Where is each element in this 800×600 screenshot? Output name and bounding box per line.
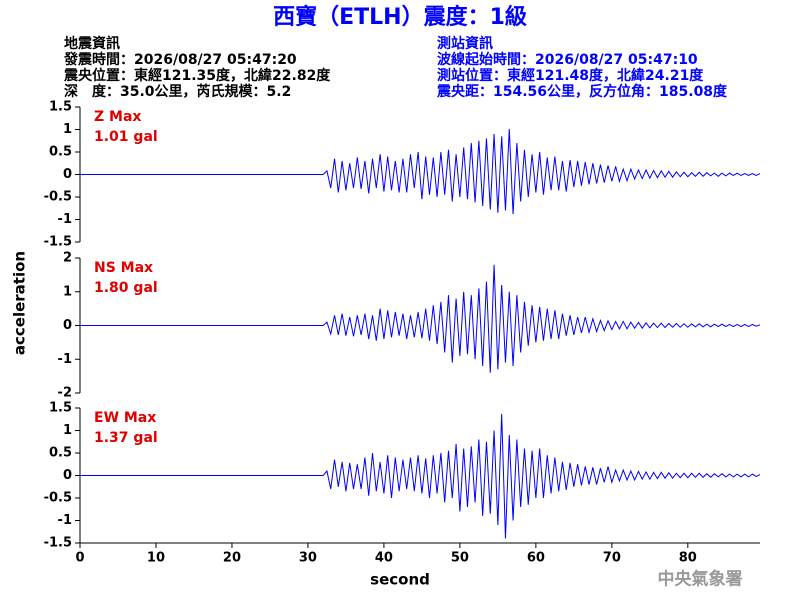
waveform xyxy=(80,264,761,373)
x-tick-label: 0 xyxy=(75,551,84,566)
x-tick-label: 70 xyxy=(603,551,621,566)
y-tick-label: 1 xyxy=(63,122,72,137)
event-info: 深 度：35.0公里，芮氏規模：5.2 xyxy=(64,83,291,100)
y-tick-label: 0.5 xyxy=(49,145,72,160)
max-label: Z Max xyxy=(94,109,141,125)
max-label: NS Max xyxy=(94,260,153,276)
waveform xyxy=(80,129,761,215)
station-info: 測站資訊 xyxy=(437,35,493,52)
station-info: 波線起始時間：2026/08/27 05:47:10 xyxy=(437,51,698,68)
y-tick-label: -1 xyxy=(58,352,72,367)
x-tick-label: 80 xyxy=(679,551,697,566)
event-info: 地震資訊 xyxy=(64,35,120,52)
y-tick-label: 1.5 xyxy=(49,100,72,115)
x-tick-label: 50 xyxy=(451,551,469,566)
chart-title: 西寶（ETLH）震度：1級 xyxy=(273,4,527,30)
max-label: EW Max xyxy=(94,410,156,426)
event-info: 發震時間：2026/08/27 05:47:20 xyxy=(63,51,297,68)
station-info: 震央距：154.56公里，反方位角：185.08度 xyxy=(436,83,728,100)
max-value: 1.37 gal xyxy=(94,430,158,446)
y-tick-label: 1.5 xyxy=(49,401,72,416)
y-tick-label: 2 xyxy=(63,251,72,266)
y-tick-label: -1 xyxy=(58,513,72,528)
y-tick-label: -0.5 xyxy=(44,491,72,506)
y-axis-label: acceleration xyxy=(11,251,29,355)
y-tick-label: 0 xyxy=(63,468,72,483)
x-tick-label: 40 xyxy=(375,551,393,566)
x-tick-label: 60 xyxy=(527,551,545,566)
max-value: 1.80 gal xyxy=(94,280,158,296)
y-tick-label: -0.5 xyxy=(44,190,72,205)
station-info: 測站位置：東經121.48度，北緯24.21度 xyxy=(437,67,704,84)
y-tick-label: 0 xyxy=(63,167,72,182)
y-tick-label: -2 xyxy=(58,386,72,401)
y-tick-label: 1 xyxy=(63,423,72,438)
x-tick-label: 20 xyxy=(223,551,241,566)
waveform xyxy=(80,413,761,539)
y-tick-label: 0 xyxy=(63,318,72,333)
y-tick-label: -1.5 xyxy=(44,536,72,551)
x-tick-label: 10 xyxy=(147,551,165,566)
y-tick-label: 1 xyxy=(63,284,72,299)
y-tick-label: -1.5 xyxy=(44,235,72,250)
y-tick-label: 0.5 xyxy=(49,446,72,461)
event-info: 震央位置：東經121.35度，北緯22.82度 xyxy=(63,67,331,84)
y-tick-label: -1 xyxy=(58,212,72,227)
footer: 中央氣象署 xyxy=(658,569,743,590)
x-tick-label: 30 xyxy=(299,551,317,566)
max-value: 1.01 gal xyxy=(94,129,158,145)
x-axis-label: second xyxy=(370,571,430,589)
